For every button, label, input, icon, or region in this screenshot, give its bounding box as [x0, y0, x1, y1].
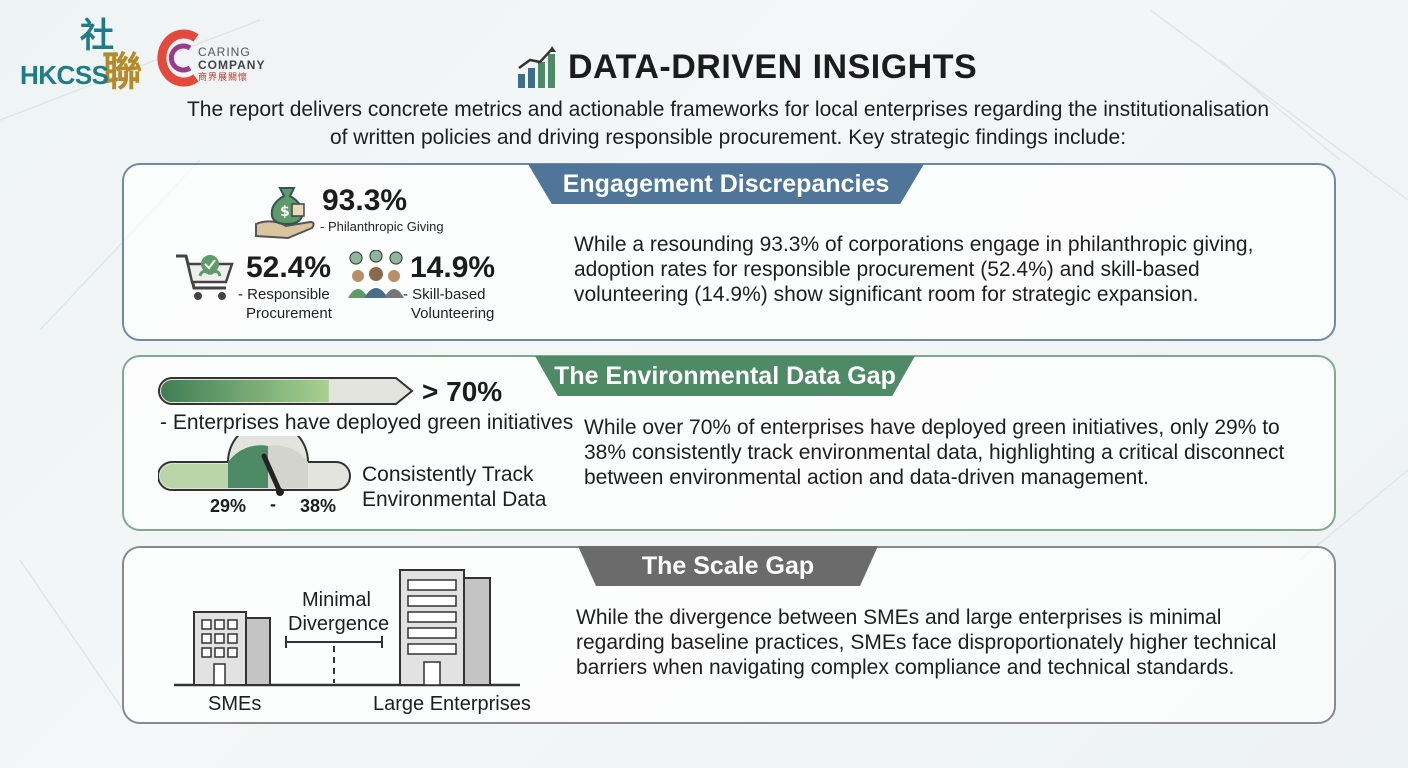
scale-description: While the divergence between SMEs and la… — [576, 606, 1277, 679]
divergence-label-1: Minimal — [302, 589, 371, 611]
volunteers-group-icon — [348, 250, 404, 298]
divergence-label-2: Divergence — [288, 613, 390, 635]
volunteering-value: 14.9% — [410, 251, 496, 284]
green-initiatives-label: - Enterprises have deployed green initia… — [160, 411, 574, 434]
philanthropy-value: 93.3% — [322, 184, 408, 217]
volunteering-label-1: - Skill-based — [403, 286, 486, 303]
intro-text: The report delivers concrete metrics and… — [186, 98, 1270, 149]
bar-chart-icon — [518, 46, 556, 88]
volunteering-label-2: Volunteering — [411, 305, 495, 322]
hkcss-chinese-logo: 社 聯 — [80, 16, 142, 95]
sme-label: SMEs — [208, 693, 262, 715]
engagement-heading: Engagement Discrepancies — [528, 164, 924, 204]
tracking-label-2: Environmental Data — [362, 488, 547, 511]
caring-company-logo-icon — [157, 29, 199, 87]
philanthropy-label: - Philanthropic Giving — [320, 219, 444, 234]
hkcss-logo-text: HKCSS — [20, 60, 109, 90]
caring-company-logo-text: CARING COMPANY 商界展關懷 — [198, 45, 266, 84]
scale-heading: The Scale Gap — [578, 546, 878, 586]
tracking-high-value: 38% — [300, 496, 337, 516]
procurement-value: 52.4% — [246, 251, 332, 284]
tracking-gauge-icon — [158, 436, 351, 496]
money-bag-hand-icon: $ — [255, 187, 315, 240]
tracking-low-value: 29% — [210, 496, 247, 516]
green-initiatives-value: > 70% — [422, 376, 503, 407]
environment-heading: The Environmental Data Gap — [535, 356, 915, 396]
tracking-label-1: Consistently Track — [362, 463, 534, 486]
large-enterprise-label: Large Enterprises — [373, 693, 531, 715]
buildings-comparison-icon — [174, 569, 520, 687]
engagement-description: While a resounding 93.3% of corporations… — [574, 233, 1254, 306]
environment-description: While over 70% of enterprises have deplo… — [584, 416, 1285, 489]
svg-text:$: $ — [280, 204, 290, 220]
page-title: DATA-DRIVEN INSIGHTS — [568, 48, 978, 86]
procurement-label-2: Procurement — [246, 305, 332, 322]
green-initiatives-progress-bar — [158, 377, 414, 405]
tracking-range-dash: - — [270, 494, 276, 514]
shopping-cart-icon — [176, 254, 234, 300]
procurement-label-1: - Responsible — [238, 286, 330, 303]
